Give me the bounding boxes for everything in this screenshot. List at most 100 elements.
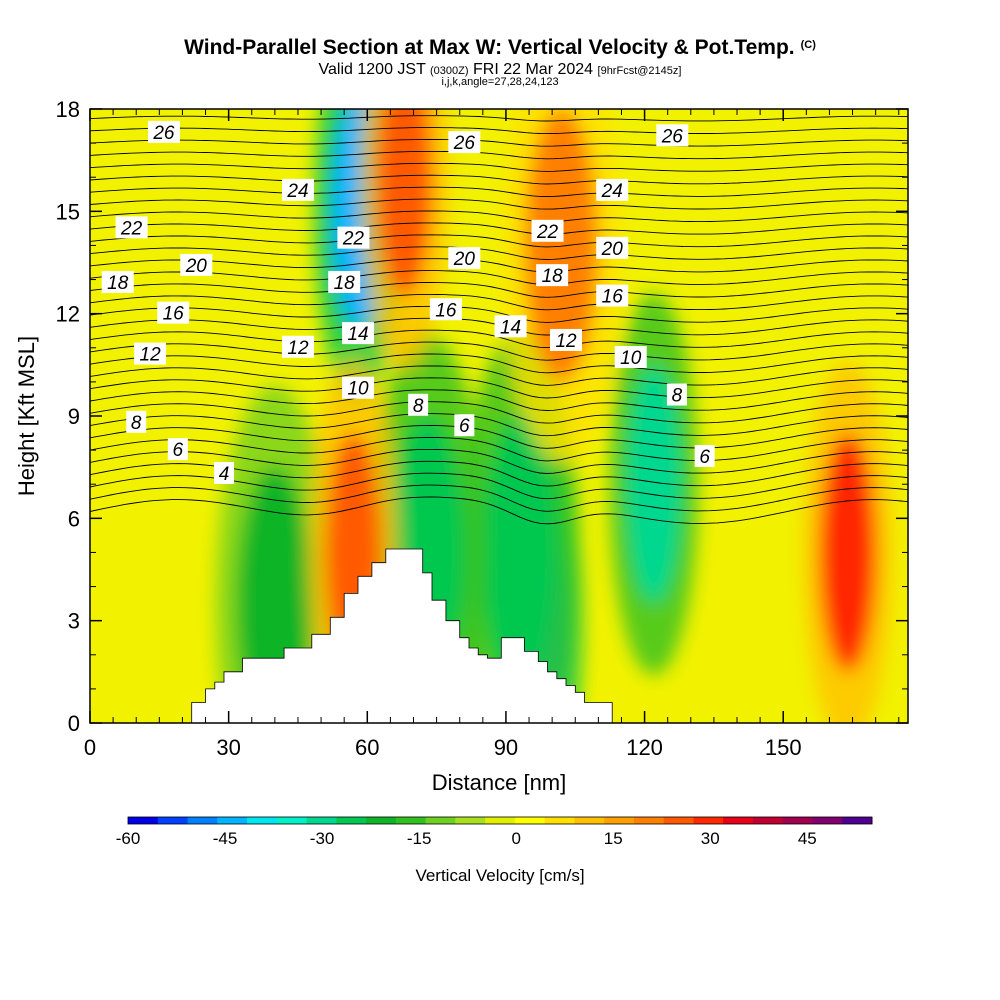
contour-label: 6 xyxy=(454,414,475,437)
contour-label-box xyxy=(408,393,429,416)
contour-label-text: 12 xyxy=(287,338,309,359)
contour-label-text: 22 xyxy=(120,218,143,239)
theta-contour-line xyxy=(90,174,908,185)
contour-label: 14 xyxy=(342,322,375,345)
contour-label-text: 14 xyxy=(347,324,368,345)
theta-contour-line xyxy=(90,365,908,386)
y-tick-label: 15 xyxy=(56,199,80,224)
contour-label-text: 26 xyxy=(152,123,175,144)
contour-label-box xyxy=(167,438,188,461)
contour-label-text: 20 xyxy=(601,239,624,260)
copyright-mark: (C) xyxy=(800,39,816,51)
contour-label-box xyxy=(126,410,147,433)
contour-label-box xyxy=(596,236,629,259)
velocity-core xyxy=(376,109,432,297)
colorbar-swatch xyxy=(157,817,189,824)
colorbar-tick-label: 30 xyxy=(701,829,720,848)
contour-label-box xyxy=(550,328,583,351)
contour-label-box xyxy=(328,270,361,293)
indices-text: i,j,k,angle=27,28,24,123 xyxy=(441,76,559,88)
contour-labels: 26 26 26 24 24 22 22 22 20 20 20 18 18 18 16 16 16 14 14 12… xyxy=(101,120,715,485)
contour-label: 18 xyxy=(328,270,361,294)
contour-label-text: 18 xyxy=(107,273,129,294)
contour-label-text: 10 xyxy=(347,379,369,400)
contour-label-box xyxy=(454,414,475,437)
contour-label-text: 10 xyxy=(620,348,642,369)
theta-contour-line xyxy=(90,293,908,311)
axes: 0 30 60 90 120 150 0 3 6 9 12 15 18 xyxy=(56,97,908,760)
theta-contour-line xyxy=(90,305,908,323)
theta-contour-line xyxy=(90,234,908,248)
colorbar-swatch xyxy=(187,817,218,824)
contour-label-text: 22 xyxy=(342,229,365,250)
contour-label: 10 xyxy=(614,346,647,369)
contour-label: 16 xyxy=(157,301,190,325)
theta-contour-line xyxy=(90,258,908,273)
contour-label: 10 xyxy=(342,376,375,400)
contour-label-box xyxy=(494,315,527,338)
theta-contour-line xyxy=(90,139,908,147)
theta-contour-line xyxy=(90,413,908,437)
contour-label-text: 26 xyxy=(453,133,476,154)
contour-label-text: 4 xyxy=(219,464,230,485)
contour-label-text: 8 xyxy=(413,396,424,417)
colorbar-swatch xyxy=(693,817,724,824)
contour-label: 20 xyxy=(448,247,481,270)
colorbar-swatch xyxy=(336,817,367,824)
colorbar-swatch xyxy=(544,817,575,824)
colorbar: -60 -45 -30 -15 0 15 30 45 xyxy=(116,816,873,848)
contour-label-text: 24 xyxy=(286,181,308,202)
contour-label-text: 8 xyxy=(131,413,142,434)
colorbar-swatch xyxy=(217,817,248,824)
contour-label-text: 26 xyxy=(661,126,684,147)
contour-label: 6 xyxy=(167,438,188,461)
colorbar-swatch xyxy=(663,817,694,824)
y-tick-label: 18 xyxy=(56,97,80,122)
x-tick-label: 60 xyxy=(355,735,379,760)
colorbar-tick-label: 45 xyxy=(798,829,817,848)
velocity-core xyxy=(820,433,876,672)
contour-label: 20 xyxy=(180,253,213,277)
theta-contour-line xyxy=(90,436,908,462)
theta-contour-line xyxy=(90,377,908,399)
terrain-profile xyxy=(90,548,908,723)
contour-label-box xyxy=(614,346,647,369)
contour-label-box xyxy=(656,124,689,147)
contour-label-box xyxy=(342,322,375,345)
theta-contours xyxy=(90,109,908,525)
colorbar-swatch xyxy=(752,817,784,824)
contour-label: 26 xyxy=(147,120,180,144)
colorbar-tick-label: 15 xyxy=(604,829,623,848)
contour-label: 16 xyxy=(596,284,629,308)
theta-contour-line xyxy=(90,270,908,286)
contour-label: 12 xyxy=(281,335,314,359)
colorbar-swatch xyxy=(276,817,308,824)
colorbar-swatch xyxy=(723,817,754,824)
y-tick-label: 6 xyxy=(68,506,80,531)
colorbar-swatch xyxy=(366,817,397,824)
y-axis-label: Height [Kft MSL] xyxy=(14,336,39,496)
colorbar-swatch xyxy=(425,817,456,824)
contour-label: 24 xyxy=(596,178,629,202)
velocity-core xyxy=(626,364,682,604)
colorbar-swatch xyxy=(842,817,873,824)
contour-label-box xyxy=(694,444,715,467)
contour-label-text: 6 xyxy=(459,416,470,437)
y-tick-label: 0 xyxy=(68,711,80,736)
colorbar-swatch xyxy=(812,817,843,824)
contour-label: 26 xyxy=(448,131,481,154)
colorbar-swatch xyxy=(782,817,813,824)
contour-label-text: 6 xyxy=(699,447,710,468)
contour-label-box xyxy=(180,253,213,276)
contour-label-box xyxy=(429,298,462,321)
valid-time: Valid 1200 JST xyxy=(318,61,426,78)
contour-label-text: 16 xyxy=(602,287,624,308)
contour-label-box xyxy=(342,376,375,399)
theta-contour-line xyxy=(90,282,908,298)
contour-label: 16 xyxy=(429,298,462,321)
theta-contour-line xyxy=(90,210,908,223)
contour-label-text: 20 xyxy=(453,249,476,270)
theta-contour-line xyxy=(90,150,908,160)
colorbar-swatch xyxy=(306,817,337,824)
plot-area: 26 26 26 24 24 22 22 22 20 20 20 18 18 18 16 16 16 14 14 12… xyxy=(89,108,909,724)
